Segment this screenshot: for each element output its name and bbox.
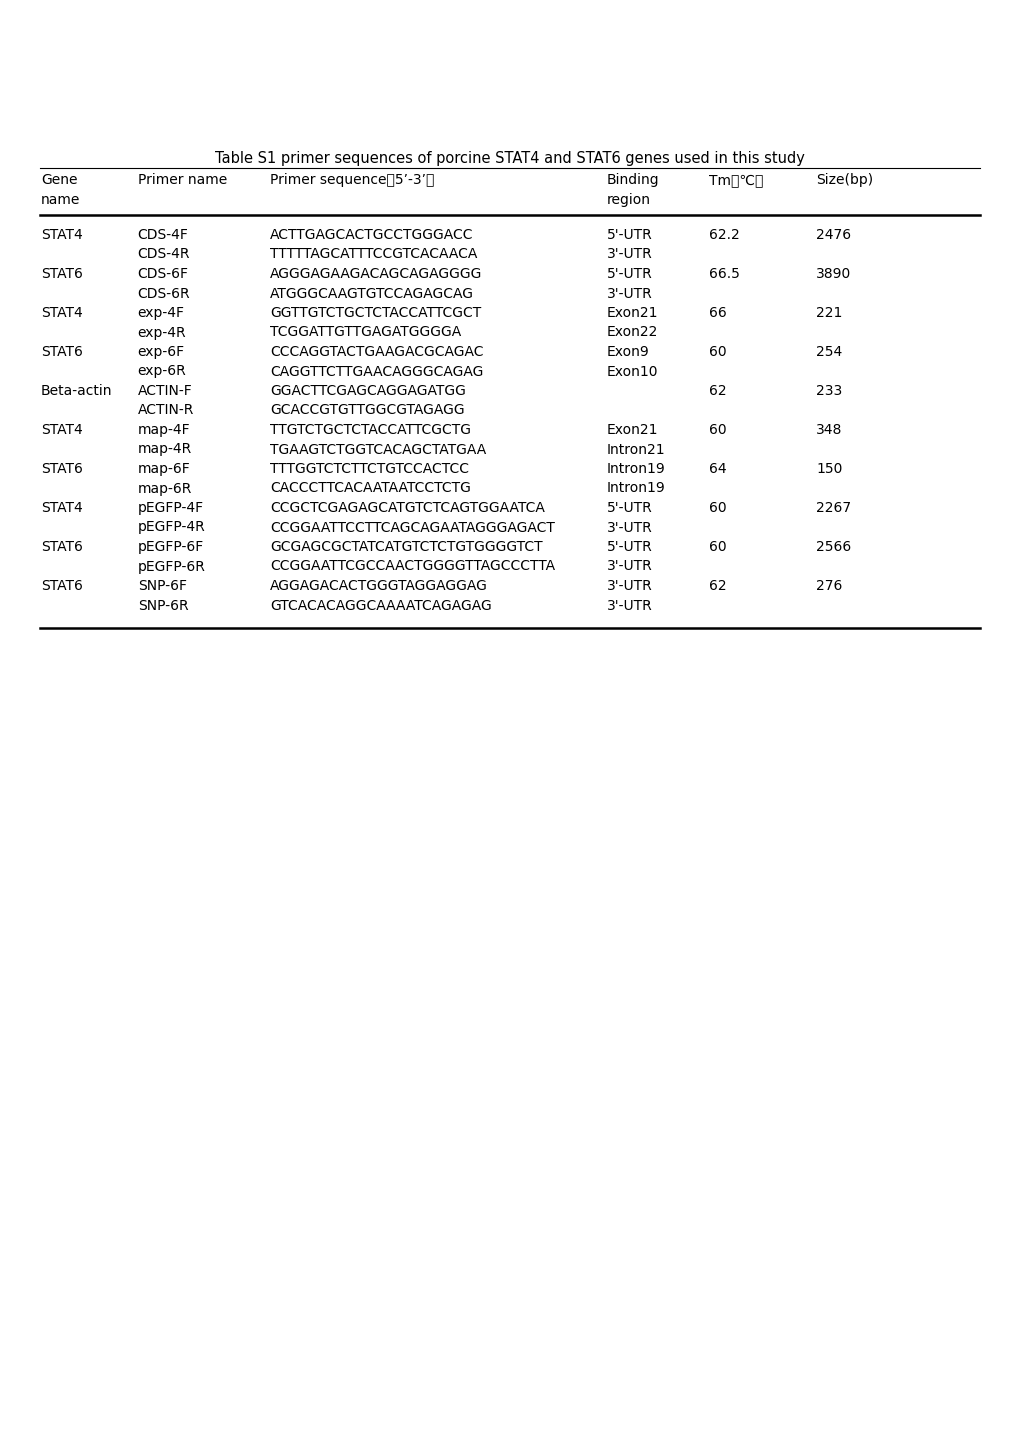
Text: SNP-6R: SNP-6R [138,599,189,612]
Text: 5'-UTR: 5'-UTR [606,501,652,515]
Text: pEGFP-4R: pEGFP-4R [138,521,205,534]
Text: exp-6R: exp-6R [138,365,186,378]
Text: 276: 276 [815,579,842,593]
Text: 3'-UTR: 3'-UTR [606,248,652,261]
Text: 254: 254 [815,345,842,359]
Text: 66.5: 66.5 [708,267,739,281]
Text: 2476: 2476 [815,228,850,242]
Text: 2566: 2566 [815,540,851,554]
Text: exp-4F: exp-4F [138,306,184,320]
Text: Tm（℃）: Tm（℃） [708,173,762,188]
Text: Beta-actin: Beta-actin [41,384,112,398]
Text: 60: 60 [708,501,726,515]
Text: ATGGGCAAGTGTCCAGAGCAG: ATGGGCAAGTGTCCAGAGCAG [270,287,474,300]
Text: CDS-6R: CDS-6R [138,287,191,300]
Text: TGAAGTCTGGTCACAGCTATGAA: TGAAGTCTGGTCACAGCTATGAA [270,443,486,456]
Text: 60: 60 [708,540,726,554]
Text: 150: 150 [815,462,842,476]
Text: TTGTCTGCTCTACCATTCGCTG: TTGTCTGCTCTACCATTCGCTG [270,423,471,437]
Text: TTTTTAGCATTTCCGTCACAACA: TTTTTAGCATTTCCGTCACAACA [270,248,477,261]
Text: Table S1 primer sequences of porcine STAT4 and STAT6 genes used in this study: Table S1 primer sequences of porcine STA… [215,150,804,166]
Text: GGACTTCGAGCAGGAGATGG: GGACTTCGAGCAGGAGATGG [270,384,466,398]
Text: GCGAGCGCTATCATGTCTCTGTGGGGTCT: GCGAGCGCTATCATGTCTCTGTGGGGTCT [270,540,542,554]
Text: TCGGATTGTTGAGATGGGGA: TCGGATTGTTGAGATGGGGA [270,326,462,339]
Text: 3'-UTR: 3'-UTR [606,579,652,593]
Text: exp-4R: exp-4R [138,326,186,339]
Text: Exon9: Exon9 [606,345,649,359]
Text: Size(bp): Size(bp) [815,173,872,188]
Text: ACTIN-F: ACTIN-F [138,384,193,398]
Text: GTCACACAGGCAAAATCAGAGAG: GTCACACAGGCAAAATCAGAGAG [270,599,491,612]
Text: Gene: Gene [41,173,77,188]
Text: STAT4: STAT4 [41,501,83,515]
Text: 62.2: 62.2 [708,228,739,242]
Text: STAT6: STAT6 [41,462,83,476]
Text: Intron19: Intron19 [606,482,665,495]
Text: region: region [606,193,650,206]
Text: CDS-4F: CDS-4F [138,228,189,242]
Text: Exon21: Exon21 [606,306,657,320]
Text: TTTGGTCTCTTCTGTCCACTCC: TTTGGTCTCTTCTGTCCACTCC [270,462,469,476]
Text: map-4R: map-4R [138,443,192,456]
Text: exp-6F: exp-6F [138,345,184,359]
Text: CCGCTCGAGAGCATGTCTCAGTGGAATCA: CCGCTCGAGAGCATGTCTCAGTGGAATCA [270,501,544,515]
Text: GGTTGTCTGCTCTACCATTCGCT: GGTTGTCTGCTCTACCATTCGCT [270,306,481,320]
Text: CCCAGGTACTGAAGACGCAGAC: CCCAGGTACTGAAGACGCAGAC [270,345,483,359]
Text: CDS-6F: CDS-6F [138,267,189,281]
Text: 3890: 3890 [815,267,851,281]
Text: 2267: 2267 [815,501,850,515]
Text: 66: 66 [708,306,726,320]
Text: name: name [41,193,81,206]
Text: STAT4: STAT4 [41,228,83,242]
Text: 3'-UTR: 3'-UTR [606,560,652,573]
Text: Exon10: Exon10 [606,365,657,378]
Text: CACCCTTCACAATAATCCTCTG: CACCCTTCACAATAATCCTCTG [270,482,471,495]
Text: CAGGTTCTTGAACAGGGCAGAG: CAGGTTCTTGAACAGGGCAGAG [270,365,483,378]
Text: SNP-6F: SNP-6F [138,579,186,593]
Text: STAT6: STAT6 [41,540,83,554]
Text: 3'-UTR: 3'-UTR [606,287,652,300]
Text: AGGAGACACTGGGTAGGAGGAG: AGGAGACACTGGGTAGGAGGAG [270,579,488,593]
Text: AGGGAGAAGACAGCAGAGGGG: AGGGAGAAGACAGCAGAGGGG [270,267,482,281]
Text: CDS-4R: CDS-4R [138,248,190,261]
Text: STAT6: STAT6 [41,345,83,359]
Text: 233: 233 [815,384,842,398]
Text: Intron19: Intron19 [606,462,665,476]
Text: 5'-UTR: 5'-UTR [606,267,652,281]
Text: Intron21: Intron21 [606,443,664,456]
Text: 62: 62 [708,384,726,398]
Text: 5'-UTR: 5'-UTR [606,540,652,554]
Text: Binding: Binding [606,173,659,188]
Text: 64: 64 [708,462,726,476]
Text: 60: 60 [708,345,726,359]
Text: CCGGAATTCCTTCAGCAGAATAGGGAGACT: CCGGAATTCCTTCAGCAGAATAGGGAGACT [270,521,554,534]
Text: STAT4: STAT4 [41,423,83,437]
Text: 3'-UTR: 3'-UTR [606,599,652,612]
Text: 3'-UTR: 3'-UTR [606,521,652,534]
Text: STAT6: STAT6 [41,267,83,281]
Text: pEGFP-6R: pEGFP-6R [138,560,206,573]
Text: map-6F: map-6F [138,462,191,476]
Text: ACTTGAGCACTGCCTGGGACC: ACTTGAGCACTGCCTGGGACC [270,228,474,242]
Text: Exon22: Exon22 [606,326,657,339]
Text: Exon21: Exon21 [606,423,657,437]
Text: 62: 62 [708,579,726,593]
Text: pEGFP-6F: pEGFP-6F [138,540,204,554]
Text: CCGGAATTCGCCAACTGGGGTTAGCCCTTA: CCGGAATTCGCCAACTGGGGTTAGCCCTTA [270,560,555,573]
Text: pEGFP-4F: pEGFP-4F [138,501,204,515]
Text: 60: 60 [708,423,726,437]
Text: 221: 221 [815,306,842,320]
Text: STAT4: STAT4 [41,306,83,320]
Text: ACTIN-R: ACTIN-R [138,404,194,417]
Text: 5'-UTR: 5'-UTR [606,228,652,242]
Text: Primer name: Primer name [138,173,227,188]
Text: GCACCGTGTTGGCGTAGAGG: GCACCGTGTTGGCGTAGAGG [270,404,465,417]
Text: map-6R: map-6R [138,482,192,495]
Text: map-4F: map-4F [138,423,191,437]
Text: 348: 348 [815,423,842,437]
Text: Primer sequence（5’-3’）: Primer sequence（5’-3’） [270,173,434,188]
Text: STAT6: STAT6 [41,579,83,593]
